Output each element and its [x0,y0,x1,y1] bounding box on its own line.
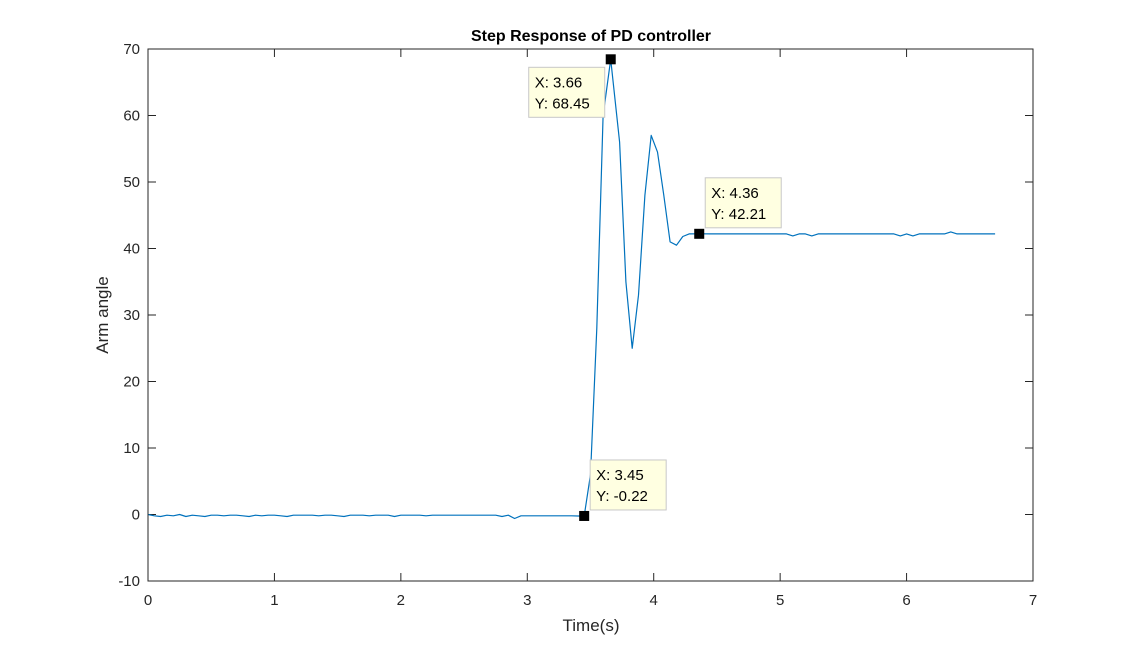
datatip-box [589,459,667,511]
x-tick-label: 6 [902,592,910,609]
x-tick-label: 2 [397,592,405,609]
x-tick-label: 4 [650,592,658,609]
y-tick-label: 10 [123,440,140,457]
datatip[interactable]: X: 3.45 Y: -0.22 [579,459,667,521]
datatips: X: 3.66 Y: 68.45 X: 4.36 Y: 42.21 X: 3.45 Y: … [528,54,782,521]
datatip-y-label: Y: -0.22 [596,488,648,505]
x-tick-label: 3 [523,592,531,609]
plot-area [147,58,996,520]
datatip-x-label: X: 3.66 [535,74,583,91]
datatip[interactable]: X: 3.66 Y: 68.45 [528,54,616,118]
chart-title: Step Response of PD controller [471,28,711,45]
datatip-marker[interactable] [694,228,705,239]
y-tick-label: 60 [123,108,140,125]
y-tick-label: 40 [123,241,140,258]
axes-box [147,48,1034,582]
datatip-x-label: X: 4.36 [711,185,759,202]
y-tick-label: -10 [118,573,140,590]
x-tick-label: 0 [144,592,152,609]
y-tick-label: 0 [132,507,140,524]
x-tick-label: 5 [776,592,784,609]
datatip-y-label: Y: 68.45 [535,95,590,112]
y-tick-label: 50 [123,174,140,191]
x-axis-label: Time(s) [563,616,620,635]
datatip-marker[interactable] [605,54,616,65]
y-tick-label: 70 [123,41,140,58]
datatip-box [528,66,606,118]
datatip-y-label: Y: 42.21 [711,206,766,223]
datatip-box [704,177,782,229]
datatip-marker[interactable] [579,510,590,521]
datatip[interactable]: X: 4.36 Y: 42.21 [694,177,782,239]
y-tick-label: 20 [123,374,140,391]
y-tick-label: 30 [123,307,140,324]
datatip-x-label: X: 3.45 [596,467,644,484]
series-line [147,58,996,520]
x-tick-label: 1 [270,592,278,609]
x-tick-label: 7 [1029,592,1037,609]
y-axis-label: Arm angle [93,276,112,353]
